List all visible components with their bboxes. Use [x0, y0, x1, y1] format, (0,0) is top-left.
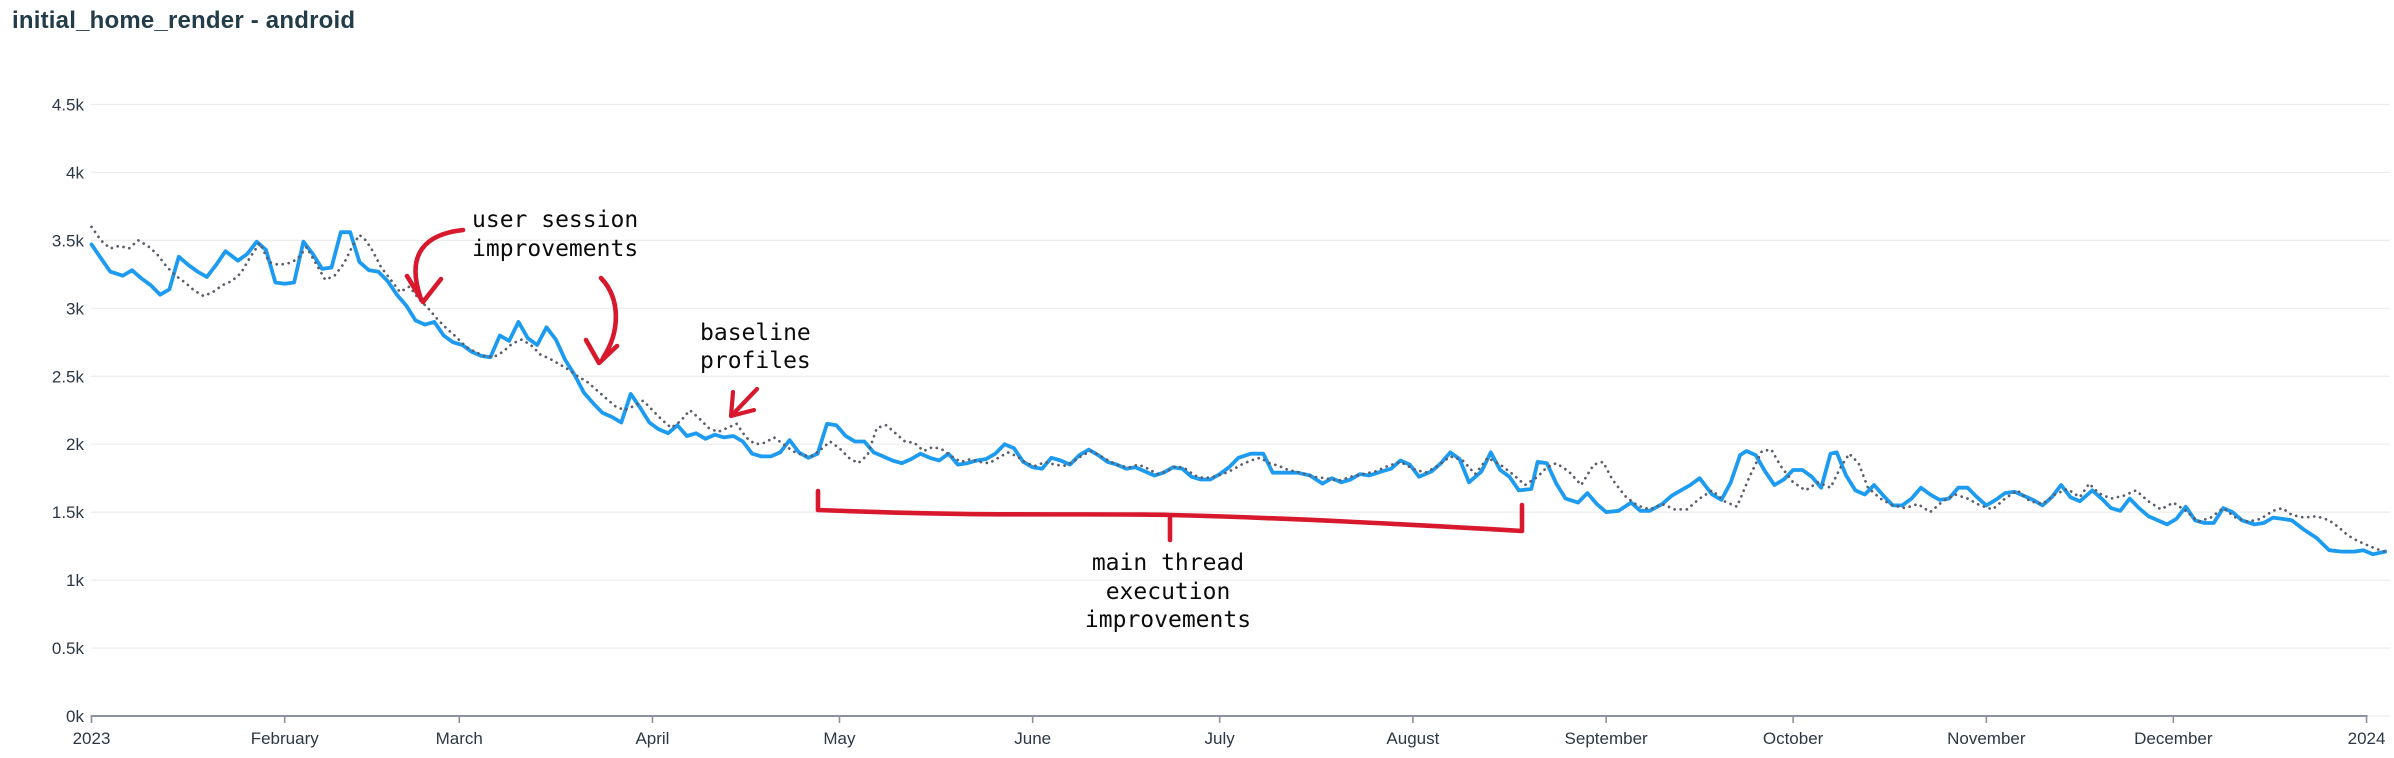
x-tick-label: 2023 [73, 729, 111, 748]
y-tick-label: 3.5k [52, 231, 85, 250]
annotation-main-thread: main thread execution improvements [815, 488, 1525, 633]
series-blue-line [89, 230, 2388, 557]
x-axis: 2023 February March April May June July August S… [73, 715, 2386, 748]
x-tick-label: April [635, 729, 669, 748]
x-tick-label: September [1565, 729, 1648, 748]
x-tick-label: December [2134, 729, 2213, 748]
y-tick-label: 1.5k [52, 503, 85, 522]
gridlines [91, 103, 2390, 717]
x-tick-label: July [1205, 729, 1236, 748]
x-tick-label: June [1014, 729, 1051, 748]
series-dotted-line [90, 225, 2387, 553]
x-tick-label: November [1947, 729, 2026, 748]
annotation-label: baseline [700, 320, 811, 346]
arrow-icon [732, 386, 760, 415]
annotation-label: user session [472, 207, 638, 233]
x-tick-label: February [251, 729, 320, 748]
annotation-label: improvements [472, 236, 638, 262]
arrowhead-icon [404, 273, 444, 305]
annotation-user-session: user session improvements [404, 207, 638, 366]
chart-title: initial_home_render - android [12, 7, 356, 34]
series-lines [89, 225, 2388, 557]
x-tick-label: 2024 [2348, 729, 2386, 748]
annotation-label: profiles [700, 348, 811, 374]
annotation-label: improvements [1085, 607, 1251, 633]
arrowhead-icon [583, 337, 620, 366]
y-axis-labels: 0k 0.5k 1k 1.5k 2k 2.5k 3k 3.5k 4k 4.5k [52, 95, 85, 726]
curved-arrow-icon [413, 227, 466, 299]
curved-arrow-icon [598, 275, 619, 361]
y-tick-label: 0.5k [52, 639, 85, 658]
x-tick-label: August [1386, 729, 1439, 748]
y-tick-label: 3k [66, 299, 84, 318]
y-tick-label: 4.5k [52, 95, 85, 114]
y-tick-label: 4k [66, 163, 84, 182]
y-tick-label: 2k [66, 435, 84, 454]
y-tick-label: 1k [66, 571, 84, 590]
x-tick-label: October [1763, 729, 1824, 748]
annotation-baseline-profiles: baseline profiles [700, 320, 811, 419]
y-tick-label: 2.5k [52, 367, 85, 386]
x-tick-label: March [436, 729, 483, 748]
annotation-label: main thread [1092, 550, 1244, 576]
y-tick-label: 0k [66, 707, 84, 726]
arrowhead-icon [728, 389, 757, 419]
x-tick-label: May [823, 729, 856, 748]
annotation-label: execution [1106, 579, 1231, 605]
